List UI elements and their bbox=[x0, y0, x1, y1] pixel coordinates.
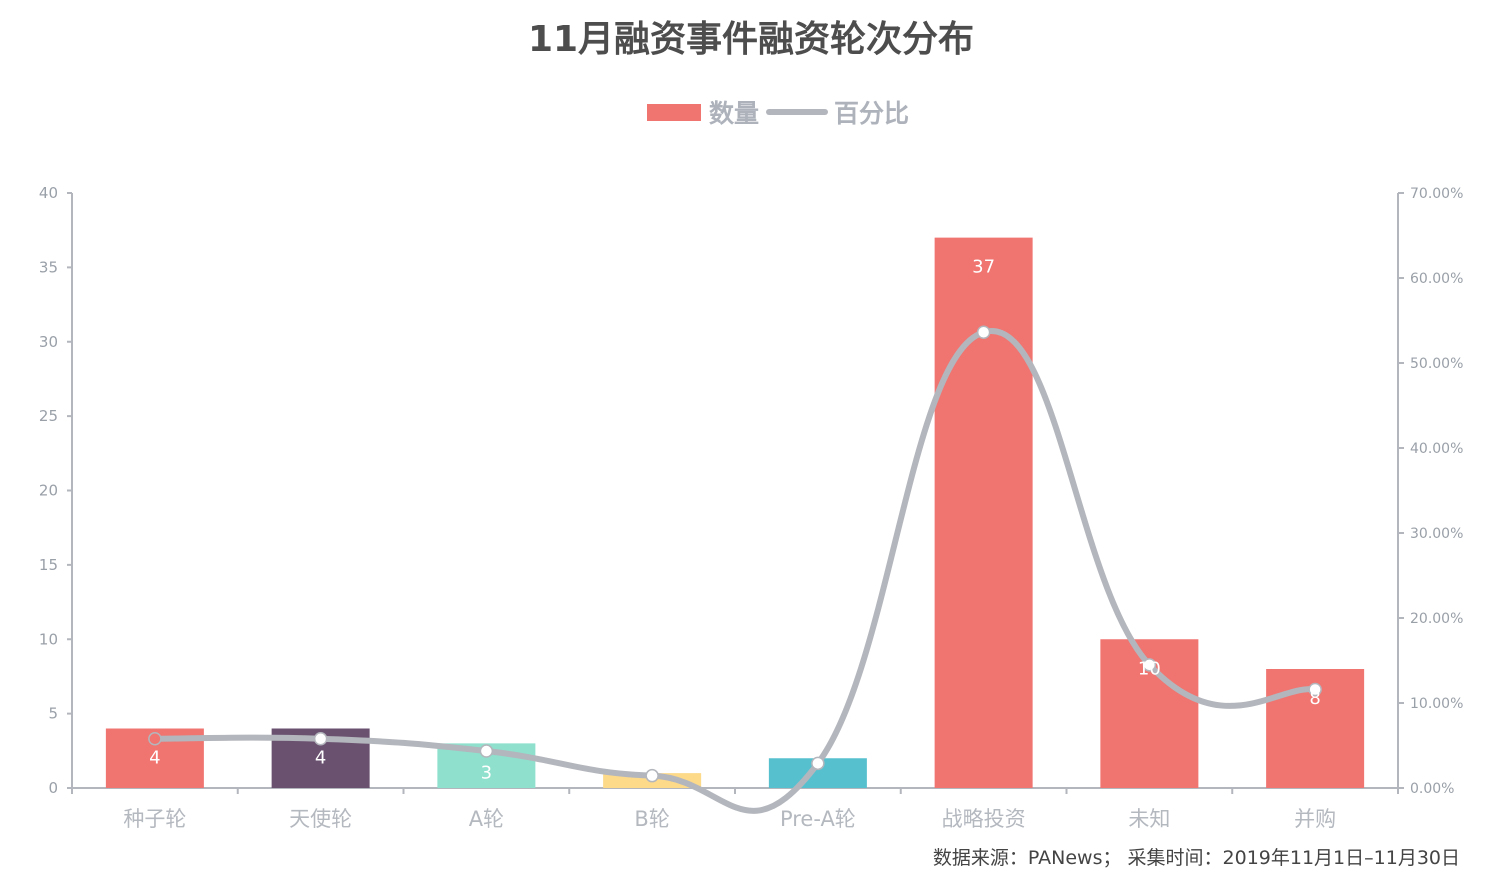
x-tick-label: 天使轮 bbox=[289, 807, 352, 831]
percent-point bbox=[1308, 682, 1322, 697]
percent-point bbox=[976, 325, 991, 339]
legend-item-bar[interactable]: 数量 bbox=[647, 92, 759, 132]
percent-point bbox=[645, 768, 659, 783]
legend-label-bar: 数量 bbox=[709, 99, 760, 128]
y-left-tick-label: 10 bbox=[39, 630, 58, 648]
x-tick-label: 种子轮 bbox=[123, 807, 186, 831]
bar-value-label: 10 bbox=[1138, 658, 1161, 679]
y-left-tick-label: 0 bbox=[48, 779, 58, 797]
y-right-tick-label: 20.00% bbox=[1410, 611, 1463, 627]
percent-point bbox=[811, 756, 825, 771]
bar-value-label: 4 bbox=[315, 748, 326, 769]
x-tick-label: 未知 bbox=[1128, 807, 1170, 831]
y-right-tick-label: 30.00% bbox=[1410, 526, 1463, 542]
percent-point bbox=[313, 732, 328, 746]
legend-swatch-bar bbox=[647, 103, 701, 121]
y-left-tick-label: 35 bbox=[39, 258, 58, 276]
chart-title: 11月融资事件融资轮次分布 bbox=[527, 19, 975, 60]
bar bbox=[934, 237, 1033, 788]
y-right-tick-label: 50.00% bbox=[1410, 356, 1463, 372]
bar-value-label: 4 bbox=[149, 748, 160, 769]
bar-value-label: 8 bbox=[1309, 688, 1320, 709]
y-right-tick-label: 0.00% bbox=[1410, 781, 1454, 797]
bar-value-label: 3 bbox=[481, 762, 492, 783]
data-source-note: 数据来源：PANews； 采集时间：2019年11月1日–11月30日 bbox=[932, 847, 1460, 869]
y-left-tick-label: 25 bbox=[39, 407, 58, 425]
y-left-tick-label: 5 bbox=[48, 705, 58, 723]
y-left-tick-label: 15 bbox=[39, 556, 58, 574]
x-tick-label: 并购 bbox=[1294, 807, 1336, 831]
y-right-tick-label: 60.00% bbox=[1410, 271, 1463, 287]
x-tick-label: Pre-A轮 bbox=[780, 807, 856, 831]
percent-point bbox=[148, 732, 162, 746]
x-tick-label: 战略投资 bbox=[942, 807, 1026, 831]
y-left-tick-label: 40 bbox=[39, 184, 58, 202]
y-left-tick-label: 30 bbox=[39, 333, 58, 351]
legend-label-line: 百分比 bbox=[834, 99, 910, 128]
y-right-tick-label: 10.00% bbox=[1410, 696, 1463, 712]
bar-value-label: 37 bbox=[972, 257, 995, 278]
percent-point bbox=[479, 744, 494, 758]
legend: 数量 百分比 bbox=[0, 92, 1502, 132]
percent-point bbox=[1142, 658, 1157, 672]
legend-swatch-line bbox=[766, 109, 828, 115]
y-left-tick-label: 20 bbox=[39, 482, 58, 500]
y-right-tick-label: 70.00% bbox=[1410, 186, 1463, 202]
legend-item-line[interactable]: 百分比 bbox=[766, 92, 909, 132]
x-tick-label: B轮 bbox=[634, 807, 669, 831]
y-right-tick-label: 40.00% bbox=[1410, 441, 1463, 457]
x-tick-label: A轮 bbox=[469, 807, 504, 831]
